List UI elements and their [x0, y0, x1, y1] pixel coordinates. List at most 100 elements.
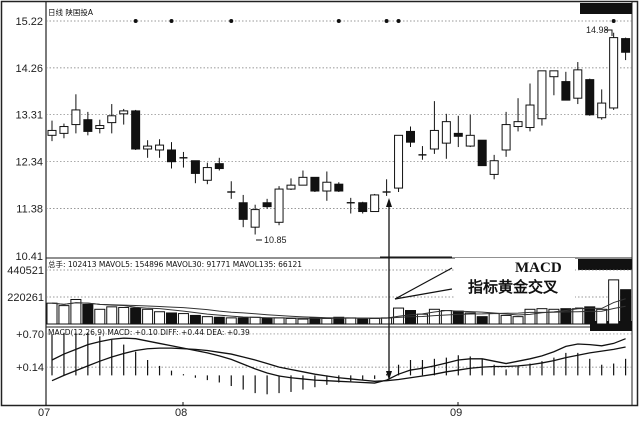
volume-bar: [94, 308, 106, 325]
candle-body: [370, 194, 380, 213]
candle: [214, 157, 224, 171]
candle: [573, 62, 583, 105]
candle-body: [95, 125, 105, 129]
volume-label-box: [578, 259, 632, 270]
candle: [310, 176, 320, 192]
candle-body: [155, 144, 165, 151]
candle-body: [406, 130, 415, 143]
candle: [227, 181, 236, 199]
candle-body: [214, 163, 224, 170]
volume-bar: [464, 312, 476, 325]
candle-body: [441, 121, 451, 144]
top-right-label-box: [580, 3, 632, 14]
marker-dot: [384, 19, 389, 23]
volume-header: 总手: 102413 MAVOL5: 154896 MAVOL30: 91771…: [48, 259, 302, 269]
high-price-leader: [605, 29, 613, 36]
volume-bar: [225, 317, 237, 325]
low-price-label: 10.85: [264, 235, 287, 245]
candle: [429, 101, 439, 154]
candle: [179, 151, 188, 168]
annotation-golden-cross: 指标黄金交叉: [468, 278, 559, 296]
volume-bar: [476, 316, 488, 325]
marker-dot: [336, 19, 341, 23]
marker-dot: [229, 19, 234, 23]
volume-bar: [357, 318, 369, 325]
volume-bar: [249, 316, 261, 325]
candle: [131, 109, 141, 150]
macd-dea-line: [51, 346, 626, 382]
marker-dot: [133, 19, 138, 23]
candle: [190, 160, 200, 184]
candle: [202, 162, 212, 185]
volume-bar: [106, 306, 118, 325]
marker-dot: [169, 19, 174, 23]
candle-body: [453, 132, 463, 137]
candle-body: [465, 134, 475, 147]
price-tick-label: 11.38: [16, 204, 43, 216]
marker-dot: [396, 19, 401, 23]
volume-bar: [512, 316, 524, 325]
volume-bar: [416, 313, 428, 325]
volume-bar: [273, 317, 285, 325]
candle-body: [573, 69, 583, 99]
candle-body: [167, 149, 176, 163]
volume-bar: [321, 317, 333, 325]
macd-tick-label: +0.70: [16, 329, 44, 341]
candle: [95, 119, 105, 134]
candle-body: [262, 202, 272, 208]
volume-bar: [177, 313, 189, 325]
candle-body: [585, 79, 595, 116]
candle: [453, 115, 463, 148]
volume-bar: [189, 314, 201, 325]
volume-bar: [488, 313, 500, 325]
candle-body: [501, 124, 511, 151]
candle-body: [298, 176, 308, 186]
x-tick-label: 08: [175, 407, 187, 419]
annotation-backdrop: [455, 258, 575, 308]
candle: [370, 193, 380, 213]
candle-body: [537, 70, 547, 120]
volume-bar: [584, 306, 596, 325]
candle-body: [525, 104, 535, 129]
candle: [561, 71, 571, 101]
candle: [394, 134, 404, 192]
candle: [167, 142, 176, 169]
volume-bar: [524, 308, 536, 325]
macd-axis: +0.70 +0.14: [16, 329, 632, 374]
candle: [59, 123, 69, 139]
candle: [262, 198, 272, 209]
candle: [298, 170, 308, 186]
candle-body: [597, 102, 607, 119]
candle: [346, 197, 355, 214]
chart-frame: [0, 0, 639, 407]
candle-body: [71, 109, 81, 126]
candle: [501, 111, 511, 157]
candle: [71, 94, 81, 134]
candle: [119, 108, 129, 125]
volume-bar: [297, 318, 309, 325]
candle-body: [119, 110, 129, 115]
macd-panel: [51, 332, 627, 395]
candle-body: [358, 202, 368, 213]
candle: [382, 179, 391, 196]
volume-bar: [118, 306, 130, 325]
candle: [406, 126, 415, 148]
volume-ma-line: [51, 302, 626, 319]
marker-dot: [611, 19, 616, 23]
candle-body: [190, 160, 200, 174]
candle: [322, 171, 332, 201]
candle: [441, 113, 451, 159]
volume-bar: [142, 308, 154, 325]
price-tick-label: 12.34: [15, 157, 43, 169]
candle-body: [107, 115, 117, 124]
macd-header: MACD(12,26,9) MACD: +0.10 DIFF: +0.44 DE…: [48, 328, 250, 337]
x-axis: 07 08 09: [38, 402, 462, 419]
volume-bar: [154, 311, 166, 325]
candle-body: [59, 126, 69, 134]
candle: [477, 139, 487, 167]
candle-body: [286, 184, 296, 190]
candle-body: [334, 183, 344, 192]
macd-tick-label: +0.14: [16, 362, 44, 374]
candle: [549, 70, 559, 96]
price-tick-label: 10.41: [15, 251, 43, 263]
